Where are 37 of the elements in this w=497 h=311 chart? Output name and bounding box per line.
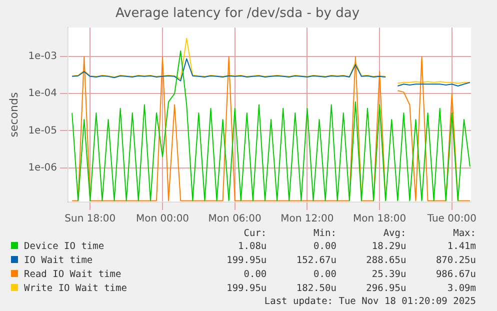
text: 870.25u bbox=[434, 254, 476, 268]
text: 199.95u bbox=[226, 282, 267, 296]
text: 1.41m bbox=[446, 240, 476, 254]
legend-label: Write IO Wait time bbox=[23, 282, 128, 296]
y-tick-label: 1e-06 bbox=[28, 162, 58, 174]
text: 0.00 bbox=[312, 268, 336, 282]
y-tick-label: 1e-05 bbox=[28, 125, 58, 136]
y-tick-label: 1e-04 bbox=[28, 88, 58, 100]
text: 0.00 bbox=[312, 240, 336, 254]
text: Min: bbox=[312, 228, 336, 240]
legend-label: Device IO time bbox=[23, 240, 106, 254]
text: Avg: bbox=[382, 228, 406, 240]
x-tick-label: Mon 18:00 bbox=[353, 214, 406, 225]
y-axis-title: seconds bbox=[7, 92, 20, 138]
legend-label: IO Wait time bbox=[23, 254, 94, 268]
x-tick-label: Sun 18:00 bbox=[64, 214, 116, 225]
x-tick-label: Tue 00:00 bbox=[426, 214, 476, 225]
chart-title: Average latency for /dev/sda - by day bbox=[115, 6, 360, 22]
x-tick-label: Mon 00:00 bbox=[136, 214, 190, 225]
y-tick-label: 1e-03 bbox=[28, 51, 58, 62]
text: 1.08u bbox=[237, 240, 267, 254]
x-tick-label: Mon 12:00 bbox=[280, 214, 334, 225]
text: 296.95u bbox=[365, 282, 406, 296]
legend-label: Read IO Wait time bbox=[23, 268, 122, 282]
text: 25.39u bbox=[370, 268, 406, 282]
text: 152.67u bbox=[295, 254, 336, 268]
text: 288.65u bbox=[365, 254, 406, 268]
text: 0.00 bbox=[242, 268, 267, 282]
text: 18.29u bbox=[370, 240, 406, 254]
text: 3.09m bbox=[446, 282, 476, 296]
text: Last update: Tue Nov 18 01:20:09 2025 bbox=[263, 296, 476, 308]
text: Max: bbox=[452, 228, 476, 240]
text: 182.50u bbox=[295, 282, 336, 296]
text: 986.67u bbox=[434, 268, 476, 282]
x-tick-label: Mon 06:00 bbox=[208, 214, 262, 225]
text: 199.95u bbox=[226, 254, 267, 268]
text: Cur: bbox=[242, 228, 267, 240]
